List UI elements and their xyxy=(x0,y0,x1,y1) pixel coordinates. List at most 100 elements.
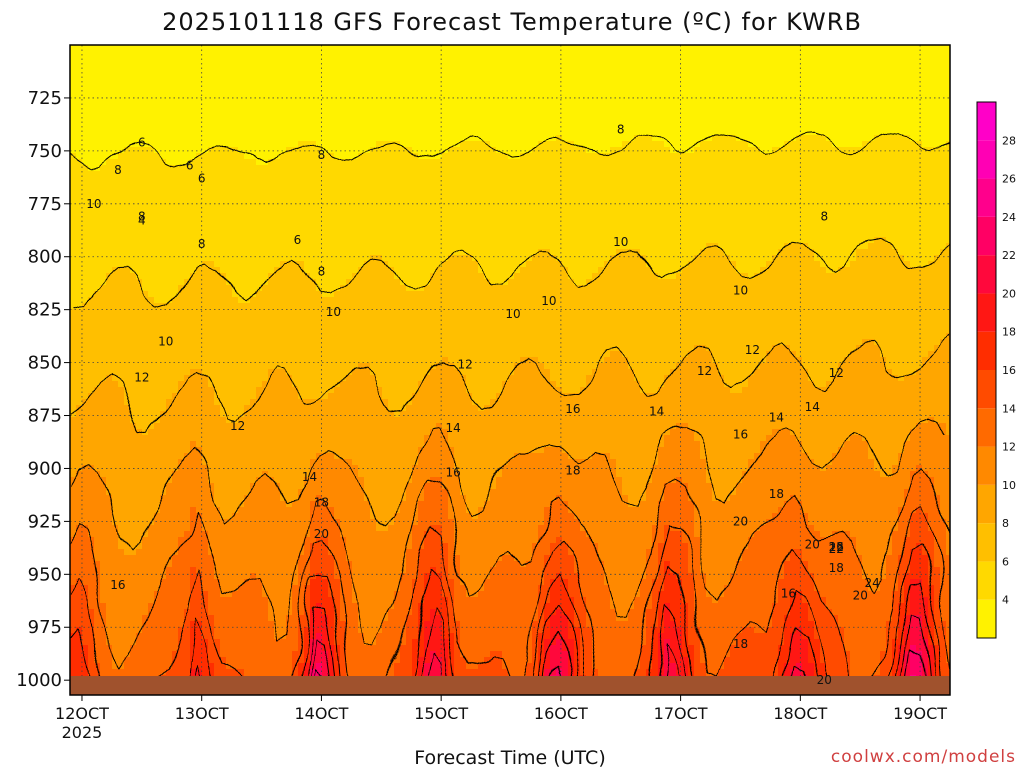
field-cell xyxy=(946,105,950,112)
field-cell xyxy=(490,147,497,154)
field-cell xyxy=(934,99,941,106)
field-cell xyxy=(736,177,743,184)
field-cell xyxy=(832,153,839,160)
field-cell xyxy=(568,183,575,190)
field-cell xyxy=(862,219,869,226)
field-cell xyxy=(178,81,185,88)
field-cell xyxy=(928,195,935,202)
field-cell xyxy=(916,189,923,196)
field-cell xyxy=(316,171,323,178)
field-cell xyxy=(934,87,941,94)
field-cell xyxy=(730,189,737,196)
field-cell xyxy=(898,57,905,64)
field-cell xyxy=(796,69,803,76)
field-cell xyxy=(856,159,863,166)
field-cell xyxy=(160,51,167,58)
field-cell xyxy=(802,189,809,196)
field-cell xyxy=(736,219,743,226)
field-cell xyxy=(562,87,569,94)
field-cell xyxy=(124,135,131,142)
field-cell xyxy=(466,201,473,208)
field-cell xyxy=(748,45,755,52)
field-cell xyxy=(268,93,275,100)
field-cell xyxy=(832,51,839,58)
field-cell xyxy=(436,123,443,130)
field-cell xyxy=(166,177,173,184)
field-cell xyxy=(718,81,725,88)
field-cell xyxy=(148,123,155,130)
field-cell xyxy=(436,237,443,244)
field-cell xyxy=(814,141,821,148)
field-cell xyxy=(268,165,275,172)
field-cell xyxy=(70,129,77,136)
field-cell xyxy=(892,141,899,148)
field-cell xyxy=(784,207,791,214)
field-cell xyxy=(142,207,149,214)
field-cell xyxy=(832,99,839,106)
field-cell xyxy=(658,81,665,88)
field-cell xyxy=(220,105,227,112)
field-cell xyxy=(772,69,779,76)
field-cell xyxy=(106,135,113,142)
field-cell xyxy=(112,201,119,208)
field-cell xyxy=(538,165,545,172)
field-cell xyxy=(796,135,803,142)
field-cell xyxy=(940,165,947,172)
field-cell xyxy=(304,147,311,154)
field-cell xyxy=(796,231,803,238)
field-cell xyxy=(274,75,281,82)
field-cell xyxy=(742,69,749,76)
field-cell xyxy=(208,81,215,88)
field-cell xyxy=(586,147,593,154)
field-cell xyxy=(136,201,143,208)
field-cell xyxy=(868,171,875,178)
field-cell xyxy=(946,141,950,148)
field-cell xyxy=(718,123,725,130)
field-cell xyxy=(934,141,941,148)
field-cell xyxy=(160,141,167,148)
field-cell xyxy=(352,183,359,190)
field-cell xyxy=(544,207,551,214)
field-cell xyxy=(844,195,851,202)
field-cell xyxy=(232,129,239,136)
field-cell xyxy=(700,141,707,148)
field-cell xyxy=(262,243,269,250)
field-cell xyxy=(886,81,893,88)
field-cell xyxy=(496,243,503,250)
field-cell xyxy=(160,189,167,196)
field-cell xyxy=(394,207,401,214)
field-cell xyxy=(496,207,503,214)
field-cell xyxy=(556,201,563,208)
field-cell xyxy=(142,183,149,190)
field-cell xyxy=(472,63,479,70)
field-cell xyxy=(574,87,581,94)
field-cell xyxy=(610,219,617,226)
field-cell xyxy=(256,165,263,172)
field-cell xyxy=(730,69,737,76)
field-cell xyxy=(82,243,89,250)
field-cell xyxy=(754,207,761,214)
field-cell xyxy=(718,87,725,94)
field-cell xyxy=(490,231,497,238)
field-cell xyxy=(574,141,581,148)
field-cell xyxy=(910,153,917,160)
field-cell xyxy=(508,111,515,118)
field-cell xyxy=(904,153,911,160)
field-cell xyxy=(508,195,515,202)
field-cell xyxy=(286,231,293,238)
field-cell xyxy=(166,123,173,130)
field-cell xyxy=(592,207,599,214)
field-cell xyxy=(280,111,287,118)
field-cell xyxy=(238,183,245,190)
field-cell xyxy=(442,111,449,118)
field-cell xyxy=(496,129,503,136)
field-cell xyxy=(898,153,905,160)
field-cell xyxy=(574,153,581,160)
field-cell xyxy=(706,165,713,172)
field-cell xyxy=(598,117,605,124)
field-cell xyxy=(322,195,329,202)
field-cell xyxy=(502,57,509,64)
field-cell xyxy=(142,45,149,52)
field-cell xyxy=(160,237,167,244)
field-cell xyxy=(478,195,485,202)
